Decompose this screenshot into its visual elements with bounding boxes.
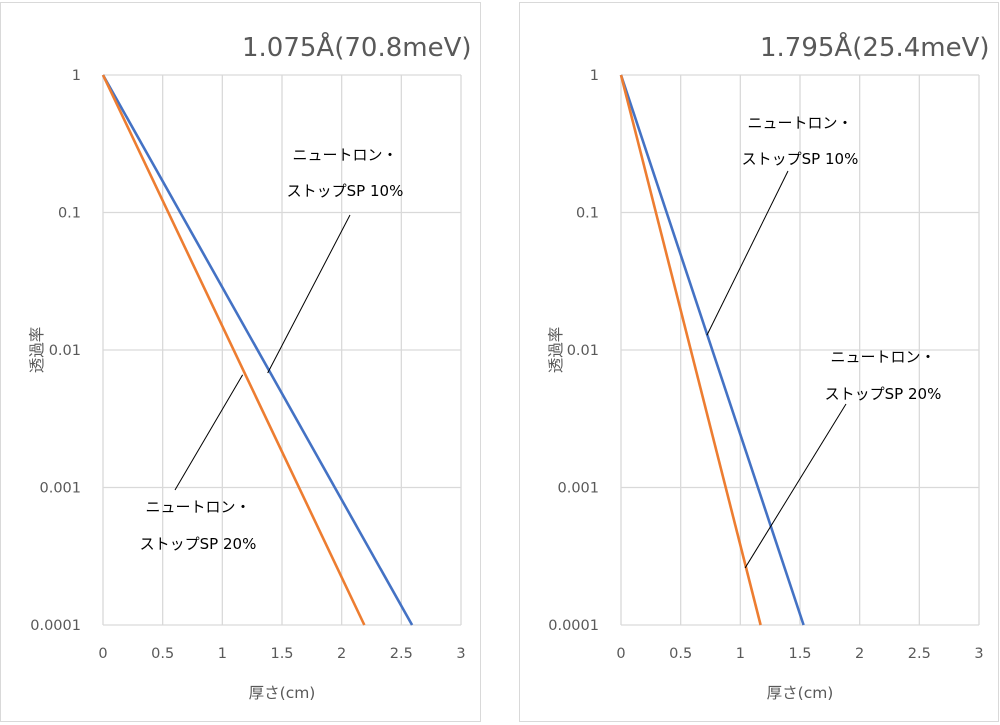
chart1-annotation-label-line2: ストップSP 20% [140, 535, 257, 553]
chart1-annotation-label-line2: ストップSP 10% [287, 182, 404, 200]
chart2-annotation-label-line2: ストップSP 10% [742, 150, 859, 168]
chart1-series-line-sp20 [101, 74, 366, 626]
chart2-x-tick-label: 3 [974, 646, 983, 662]
chart1-title: 1.075Å(70.8meV) [242, 31, 472, 63]
chart2-x-tick-label: 1.5 [788, 646, 811, 662]
chart1-x-tick-label: 0 [98, 646, 107, 662]
chart1-series-line-sp10 [101, 74, 414, 626]
chart1-y-tick-label: 0.0001 [30, 618, 81, 634]
chart2-annotation-label-line2: ストップSP 20% [825, 385, 942, 403]
chart2-x-tick-label: 1 [736, 646, 745, 662]
chart1-x-tick-label: 1 [218, 646, 227, 662]
chart2-x-axis-label: 厚さ(cm) [767, 684, 834, 702]
chart2-y-tick-label: 0.01 [567, 343, 599, 359]
chart2-y-tick-label: 0.001 [557, 481, 599, 497]
chart2-x-tick-label: 2 [855, 646, 864, 662]
chart1-x-tick-label: 1.5 [270, 646, 293, 662]
chart1-y-tick-label: 0.01 [49, 343, 81, 359]
chart2-title: 1.795Å(25.4meV) [760, 31, 990, 63]
chart1-x-axis-label: 厚さ(cm) [249, 684, 316, 702]
chart1-y-tick-label: 0.1 [58, 206, 81, 222]
chart2-y-axis-label: 透過率 [547, 327, 565, 374]
chart1-x-tick-label: 2.5 [390, 646, 413, 662]
chart2-x-tick-label: 0 [616, 646, 625, 662]
chart2-x-tick-label: 2.5 [908, 646, 931, 662]
chart1-x-tick-label: 0.5 [151, 646, 174, 662]
chart1-x-tick-label: 2 [337, 646, 346, 662]
chart1-annotation-label-line1: ニュートロン・ [145, 498, 250, 516]
chart2-series-line-sp20 [619, 74, 762, 626]
chart2-series-line-sp10 [619, 74, 805, 626]
chart2-y-tick-label: 1 [590, 68, 599, 84]
chart2-annotation-leader-line [706, 170, 789, 336]
chart2-x-tick-label: 0.5 [669, 646, 692, 662]
chart1-y-tick-label: 1 [72, 68, 81, 84]
chart1-annotation-label-line1: ニュートロン・ [292, 146, 397, 164]
chart2-y-tick-label: 0.0001 [548, 618, 599, 634]
chart1-x-tick-label: 3 [456, 646, 465, 662]
chart2-annotation-label-line1: ニュートロン・ [830, 348, 935, 366]
chart1-y-tick-label: 0.001 [39, 481, 81, 497]
chart2-annotation-leader-line [744, 403, 847, 569]
chart2-annotation-label-line1: ニュートロン・ [747, 114, 852, 132]
chart1-annotation-leader-line [174, 374, 244, 491]
chart1-y-axis-label: 透過率 [28, 327, 46, 374]
chart1-annotation-leader-line [267, 214, 351, 374]
chart2-y-tick-label: 0.1 [576, 206, 599, 222]
